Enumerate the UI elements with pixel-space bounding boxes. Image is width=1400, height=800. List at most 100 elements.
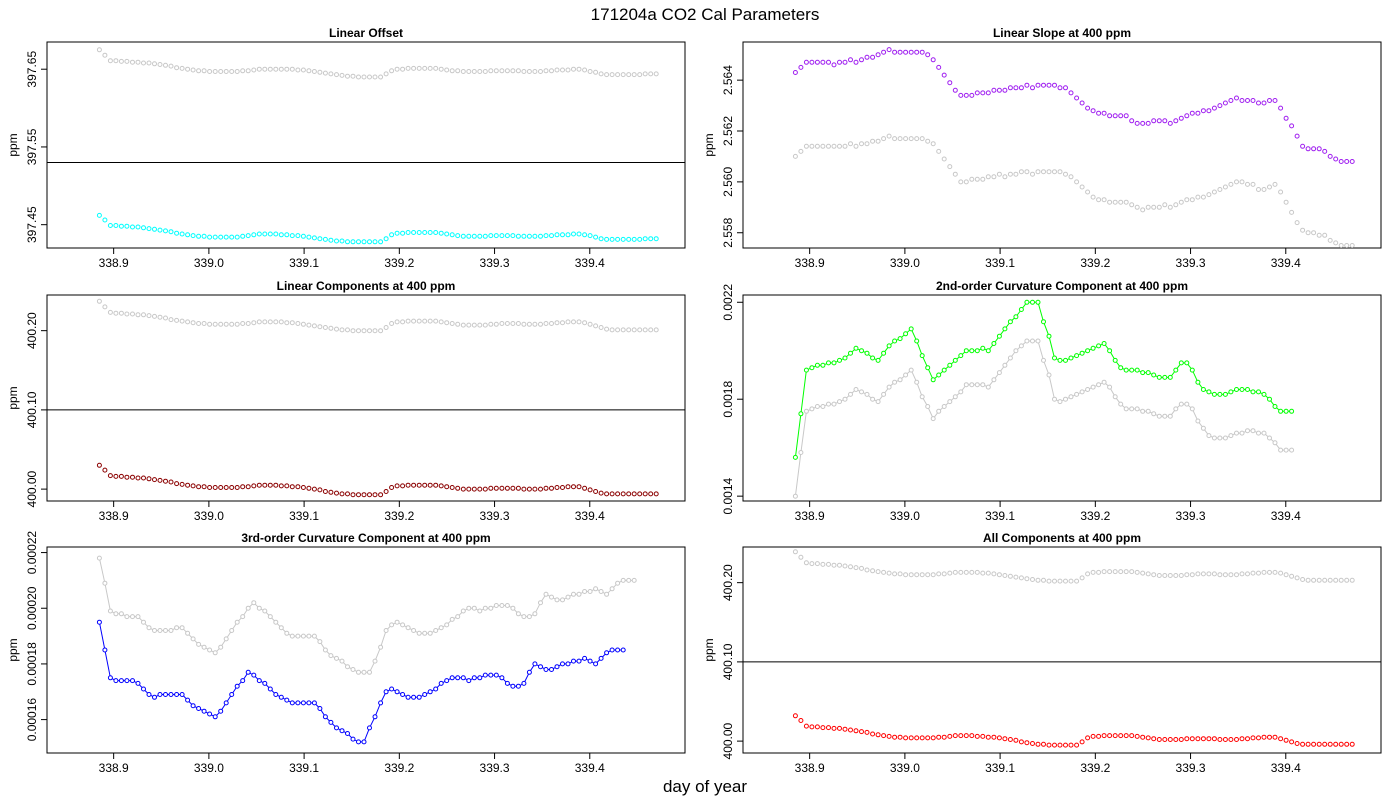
data-point (433, 628, 439, 633)
data-point (820, 404, 826, 409)
data-point (372, 239, 378, 245)
data-point (1327, 577, 1333, 583)
data-point (1079, 389, 1085, 395)
data-point (903, 372, 909, 378)
data-point (1234, 430, 1239, 436)
data-point (549, 233, 554, 239)
data-point (853, 565, 859, 571)
data-point (826, 401, 831, 407)
data-point (958, 389, 964, 395)
data-point (1311, 741, 1317, 747)
data-point (1338, 243, 1344, 248)
data-point (947, 399, 953, 405)
data-point (1283, 199, 1289, 205)
data-point (886, 570, 892, 576)
data-point (152, 313, 157, 319)
data-point (1057, 85, 1063, 91)
x-tick-label: 339.3 (1176, 256, 1206, 270)
series-line (794, 340, 1292, 497)
data-point (1239, 736, 1245, 742)
data-point (510, 485, 516, 491)
data-point (1222, 100, 1228, 106)
data-point (1041, 319, 1046, 325)
data-point (648, 327, 654, 333)
data-point (820, 725, 826, 731)
data-point (493, 672, 499, 678)
data-point (427, 689, 433, 695)
data-point (400, 319, 406, 325)
data-point (328, 71, 334, 77)
y-axis-label: ppm (702, 638, 716, 661)
data-point (1189, 197, 1195, 203)
data-point (383, 689, 389, 695)
x-tick-label: 339.3 (480, 761, 510, 775)
data-point (980, 90, 986, 96)
data-point (289, 233, 295, 239)
data-point (1145, 120, 1151, 126)
data-point (1123, 367, 1129, 373)
data-point (1024, 169, 1030, 175)
data-point (1118, 365, 1124, 371)
y-tick-label: 0.0022 (721, 284, 735, 321)
data-point (886, 133, 892, 139)
data-point (504, 321, 510, 326)
data-point (146, 60, 152, 66)
data-point (554, 232, 560, 238)
data-point (870, 568, 876, 574)
data-point (1283, 737, 1289, 743)
data-point (1206, 389, 1212, 395)
data-point (361, 739, 367, 745)
data-point (405, 625, 411, 631)
data-point (842, 563, 848, 569)
data-point (991, 341, 997, 346)
data-point (593, 69, 599, 75)
data-point (416, 482, 422, 488)
data-point (598, 71, 604, 77)
data-point (593, 234, 599, 240)
data-point (334, 326, 339, 332)
data-point (571, 658, 576, 664)
data-point (466, 678, 472, 684)
data-point (941, 72, 947, 78)
data-point (1107, 384, 1113, 390)
data-point (952, 394, 958, 400)
data-point (96, 555, 102, 561)
chart-title: 2nd-order Curvature Component at 400 ppm (936, 279, 1188, 293)
data-point (295, 633, 301, 639)
data-point (124, 311, 130, 317)
data-point (958, 92, 964, 98)
data-point (433, 230, 439, 235)
data-point (367, 74, 372, 80)
data-point (163, 478, 168, 484)
data-point (875, 357, 881, 363)
data-point (311, 69, 317, 74)
data-point (422, 65, 428, 71)
data-point (251, 232, 257, 238)
data-point (875, 52, 881, 58)
data-point (549, 68, 554, 74)
data-point (626, 577, 632, 583)
data-point (947, 362, 953, 368)
data-point (1162, 118, 1168, 124)
data-point (925, 572, 931, 578)
data-point (1101, 110, 1107, 116)
data-point (460, 675, 466, 681)
data-point (1096, 569, 1102, 575)
data-point (107, 58, 113, 64)
data-point (1090, 345, 1096, 351)
data-point (444, 678, 450, 684)
data-point (1140, 120, 1146, 126)
data-point (427, 482, 433, 488)
data-point (389, 485, 395, 490)
data-point (102, 217, 108, 223)
data-point (538, 321, 543, 327)
data-point (565, 661, 571, 667)
data-point (334, 725, 339, 731)
data-point (102, 304, 108, 310)
data-point (560, 597, 565, 603)
data-point (394, 483, 400, 489)
data-point (864, 391, 870, 397)
data-point (565, 232, 571, 238)
data-point (190, 67, 196, 73)
data-point (229, 628, 235, 633)
